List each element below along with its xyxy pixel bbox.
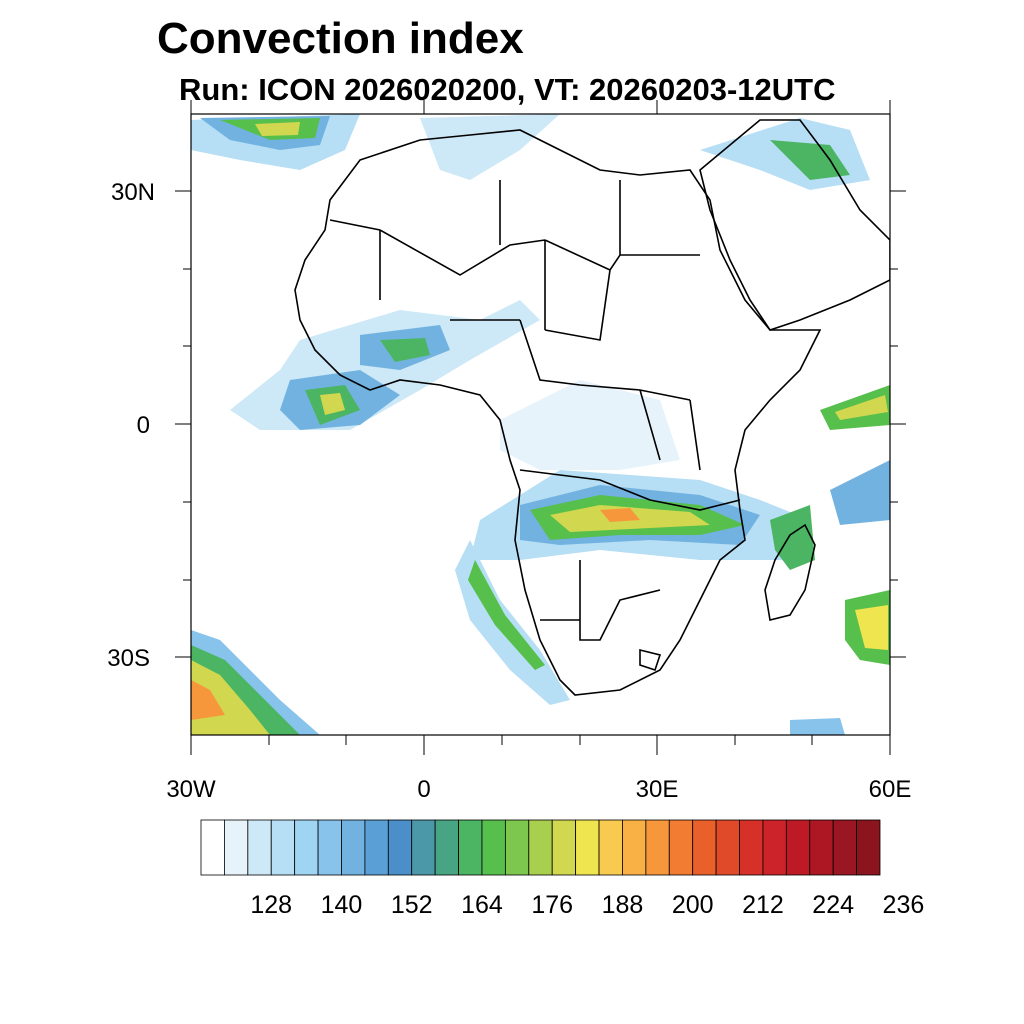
convection-field — [191, 114, 890, 735]
field-patch — [835, 395, 888, 420]
colorbar-tick-label: 128 — [250, 891, 292, 919]
colorbar-swatch — [739, 819, 764, 876]
colorbar-swatch — [809, 819, 834, 876]
colorbar-swatch — [387, 819, 413, 876]
country-border — [329, 180, 741, 672]
colorbar-swatch — [832, 819, 857, 876]
field-patch — [600, 508, 640, 522]
field-patch — [420, 114, 560, 180]
colorbar-swatch — [364, 819, 389, 876]
field-patch — [468, 560, 545, 670]
colorbar-tick-label: 224 — [812, 891, 854, 919]
africa-coastline — [294, 129, 822, 696]
colorbar-swatch — [411, 819, 436, 876]
colorbar-swatch — [575, 819, 600, 876]
colorbar-swatch — [200, 819, 225, 876]
colorbar-tick-label: 164 — [461, 891, 503, 919]
field-patch — [191, 680, 225, 720]
colorbar-swatch — [434, 819, 459, 876]
colorbar-swatch — [270, 819, 296, 876]
colorbar-tick-label: 140 — [321, 891, 363, 919]
colorbar-swatch — [598, 819, 623, 876]
colorbar-swatch — [294, 819, 319, 876]
chart-subtitle: Run: ICON 2026020200, VT: 20260203-12UTC — [179, 72, 836, 107]
colorbar-tick-label: 152 — [391, 891, 433, 919]
colorbar-tick-label: 200 — [672, 891, 714, 919]
madagascar-coastline — [764, 523, 816, 621]
x-tick-label-0: 0 — [417, 776, 430, 803]
colorbar-swatch — [692, 819, 717, 876]
field-patch — [380, 338, 430, 362]
colorbar-swatch — [528, 819, 553, 876]
field-patch — [830, 460, 890, 525]
field-patch — [770, 505, 815, 570]
chart-title: Convection index — [157, 14, 524, 63]
field-patch — [455, 540, 570, 705]
arabia-coastline — [699, 119, 890, 331]
colorbar-swatch — [785, 819, 811, 876]
colorbar-swatch — [715, 819, 740, 876]
colorbar-swatch — [458, 819, 483, 876]
field-patch — [500, 380, 680, 470]
coastlines — [294, 119, 890, 696]
colorbar-swatch — [341, 819, 366, 876]
colorbar-tick-label: 176 — [531, 891, 573, 919]
colorbar-swatch — [856, 819, 881, 876]
colorbar-swatch — [622, 819, 647, 876]
colorbar-swatch — [762, 819, 787, 876]
x-tick-label-30e: 30E — [636, 776, 679, 803]
colorbar-swatch — [247, 819, 272, 876]
y-tick-label-30s: 30S — [107, 645, 150, 672]
colorbar-swatch — [317, 819, 342, 876]
colorbar-swatch — [668, 819, 694, 876]
field-patch — [320, 393, 345, 415]
colorbar: 128 140 152 164 176 188 200 212 224 236 — [200, 819, 925, 919]
field-patch — [770, 140, 850, 180]
field-patch — [790, 718, 845, 735]
colorbar-swatch — [645, 819, 670, 876]
colorbar-swatch — [481, 819, 506, 876]
colorbar-swatch — [551, 819, 577, 876]
colorbar-tick-label: 188 — [602, 891, 644, 919]
field-patch — [855, 605, 888, 650]
colorbar-tick-label: 236 — [883, 891, 925, 919]
colorbar-swatch — [224, 819, 249, 876]
x-tick-label-60e: 60E — [869, 776, 912, 803]
y-tick-label-30n: 30N — [111, 179, 155, 206]
x-tick-label-30w: 30W — [166, 776, 216, 803]
colorbar-tick-label: 212 — [742, 891, 784, 919]
field-patch — [255, 122, 300, 136]
colorbar-swatch — [504, 819, 530, 876]
axis-ticks — [175, 100, 906, 755]
y-tick-label-0: 0 — [137, 412, 150, 439]
